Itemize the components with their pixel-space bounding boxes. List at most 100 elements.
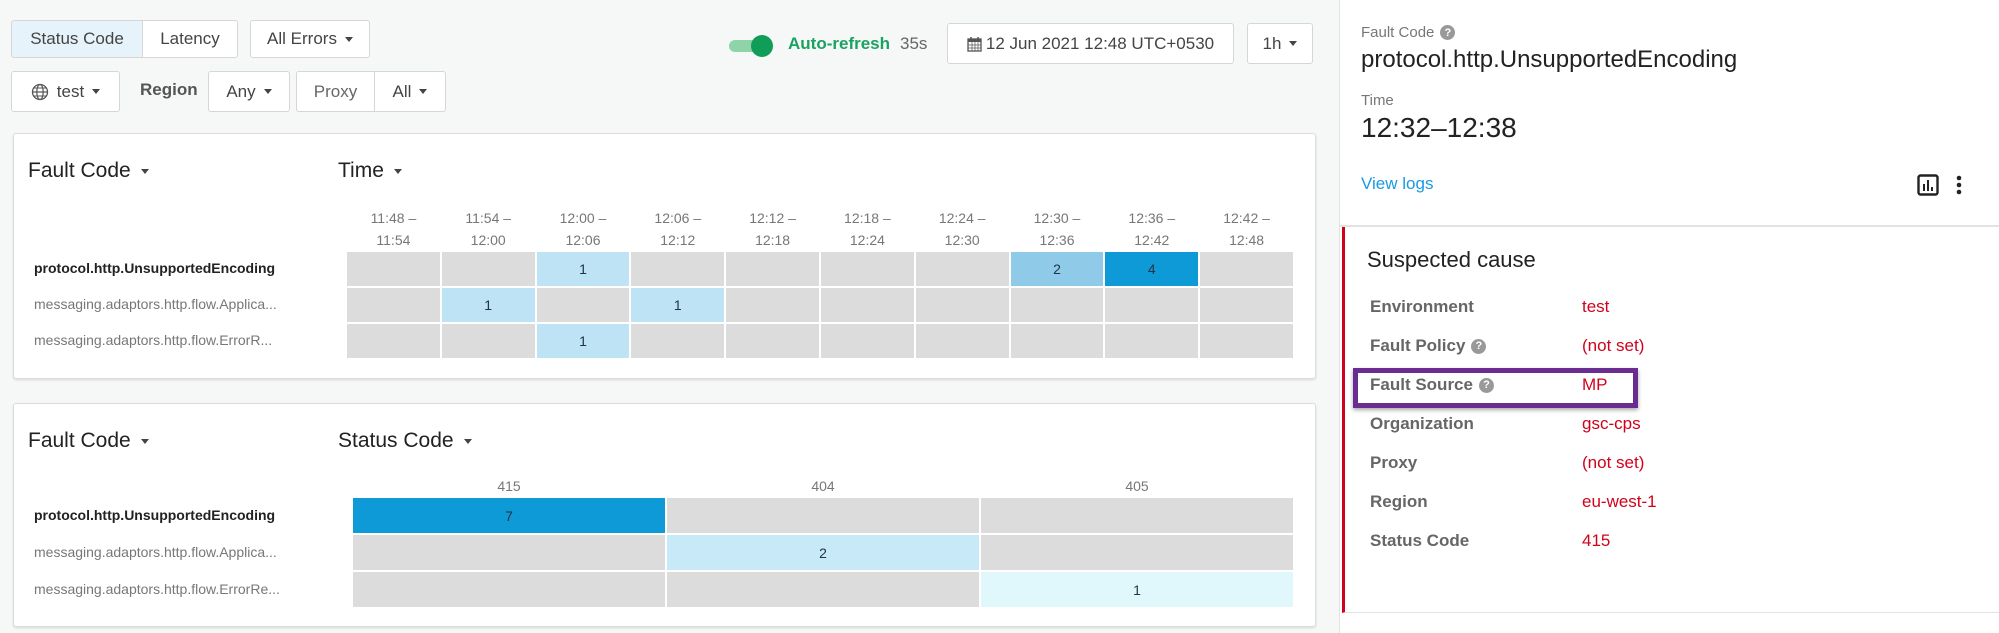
detail-key: Fault Source? [1370, 375, 1494, 395]
help-icon[interactable]: ? [1471, 338, 1487, 354]
heatmap-cell[interactable] [347, 252, 440, 286]
heatmap-cell[interactable] [441, 252, 535, 286]
chevron-down-icon [92, 89, 101, 94]
detail-key-text: Region [1370, 492, 1428, 511]
heatmap-cell[interactable] [726, 324, 819, 358]
label-text: Fault Code [1361, 24, 1435, 41]
heatmap-cell[interactable]: 1 [536, 324, 630, 358]
heatmap-cell[interactable] [347, 324, 440, 358]
heatmap-cell[interactable] [353, 572, 665, 607]
heatmap-cell[interactable] [631, 252, 725, 286]
date-picker[interactable]: 12 Jun 2021 12:48 UTC+0530 [947, 23, 1234, 64]
divider [1340, 225, 1999, 227]
column-header: 12:36 [1039, 232, 1075, 248]
column-dimension-label: Time [338, 159, 384, 182]
time-label: Time [1361, 92, 1394, 109]
heatmap-cell[interactable] [981, 498, 1293, 533]
heatmap-cell[interactable]: 1 [536, 252, 630, 286]
heatmap-cell[interactable] [821, 288, 914, 322]
detail-key: Fault Policy? [1370, 336, 1487, 356]
region-label: Region [140, 80, 198, 99]
chart-icon[interactable] [1917, 174, 1939, 196]
chevron-down-icon [140, 168, 149, 174]
heatmap-cell[interactable] [536, 288, 630, 322]
globe-icon [31, 83, 48, 100]
environment-value: test [56, 81, 85, 101]
heatmap-cell[interactable]: 1 [441, 288, 535, 322]
proxy-label-text: Proxy [313, 81, 358, 101]
help-icon[interactable]: ? [1440, 25, 1456, 40]
region-dropdown[interactable]: Any [208, 71, 290, 112]
heatmap-cell[interactable]: 1 [631, 288, 725, 322]
heatmap-cell[interactable] [631, 324, 725, 358]
help-icon[interactable]: ? [1478, 377, 1494, 393]
column-header: 12:36 – [1128, 210, 1176, 226]
heatmap-cell[interactable] [1200, 288, 1293, 322]
row-dimension-dropdown[interactable]: Fault Code [28, 429, 149, 453]
heatmap-cell[interactable] [915, 288, 1009, 322]
column-header: 12:12 – [749, 210, 796, 226]
detail-value: (not set) [1582, 453, 1645, 472]
heatmap-cell[interactable] [347, 288, 440, 322]
row-label: messaging.adaptors.http.flow.ErrorRe... [34, 580, 280, 597]
row-label: messaging.adaptors.http.flow.ErrorR... [34, 332, 273, 348]
fault-code-value: protocol.http.UnsupportedEncoding [1361, 46, 1738, 73]
heatmap-cell[interactable] [667, 572, 979, 607]
heatmap-cell[interactable] [1010, 288, 1104, 322]
detail-key-text: Environment [1370, 297, 1474, 316]
column-dimension-dropdown[interactable]: Time [338, 159, 402, 183]
heatmap-cell[interactable] [1200, 324, 1293, 358]
detail-key-text: Fault Policy [1370, 336, 1466, 355]
column-header: 12:30 [944, 232, 980, 248]
column-header: 12:48 [1229, 232, 1265, 248]
chevron-down-icon [140, 438, 149, 444]
detail-value: eu-west-1 [1582, 492, 1657, 511]
column-header: 12:24 [849, 232, 885, 248]
auto-refresh-toggle[interactable] [729, 35, 775, 57]
heatmap-cell[interactable]: 1 [981, 572, 1293, 607]
errors-dropdown[interactable]: All Errors [250, 20, 370, 58]
heatmap-cell[interactable] [667, 498, 979, 533]
row-dimension-dropdown[interactable]: Fault Code [28, 159, 149, 183]
column-dimension-dropdown[interactable]: Status Code [338, 429, 472, 453]
view-logs-link[interactable]: View logs [1361, 174, 1434, 193]
column-header: 12:00 [470, 232, 506, 248]
column-header: 11:48 – [370, 210, 417, 226]
detail-panel: Fault Code? protocol.http.UnsupportedEnc… [1339, 0, 1999, 633]
heatmap-cell[interactable] [353, 535, 665, 570]
region-value: Any [226, 81, 256, 101]
heatmap-cell[interactable] [981, 535, 1293, 570]
heatmap-cell[interactable] [1010, 324, 1104, 358]
environment-dropdown[interactable]: test [11, 71, 120, 112]
column-header: 12:24 – [938, 210, 986, 226]
errors-value: All Errors [267, 29, 337, 48]
heatmap-cell[interactable] [726, 288, 819, 322]
heatmap-cell[interactable]: 2 [1010, 252, 1104, 286]
heatmap-cell[interactable] [915, 324, 1009, 358]
heatmap-cell[interactable]: 4 [1105, 252, 1199, 286]
detail-key: Proxy [1370, 453, 1417, 473]
heatmap-cell[interactable] [1200, 252, 1293, 286]
proxy-value: All [392, 81, 412, 101]
heatmap-cell[interactable] [821, 324, 914, 358]
tab-latency[interactable]: Latency [142, 20, 238, 58]
more-vert-icon[interactable] [1955, 174, 1963, 196]
column-header: 405 [1125, 478, 1149, 494]
range-dropdown[interactable]: 1h [1247, 23, 1313, 64]
heatmap-cell[interactable] [441, 324, 535, 358]
heatmap-cell[interactable]: 7 [353, 498, 665, 533]
heatmap-cell[interactable] [1105, 324, 1199, 358]
row-label: messaging.adaptors.http.flow.Applica... [34, 543, 277, 560]
column-header: 415 [497, 478, 521, 494]
detail-key: Status Code [1370, 531, 1469, 551]
detail-value: 415 [1582, 531, 1611, 550]
heatmap-cell[interactable] [1105, 288, 1199, 322]
column-header: 12:18 [755, 232, 791, 248]
heatmap-cell[interactable] [915, 252, 1009, 286]
heatmap-cell[interactable]: 2 [667, 535, 979, 570]
column-header: 12:42 – [1223, 210, 1270, 226]
proxy-dropdown[interactable]: All [374, 71, 446, 112]
heatmap-cell[interactable] [821, 252, 914, 286]
heatmap-cell[interactable] [726, 252, 819, 286]
tab-status-code[interactable]: Status Code [11, 20, 143, 58]
